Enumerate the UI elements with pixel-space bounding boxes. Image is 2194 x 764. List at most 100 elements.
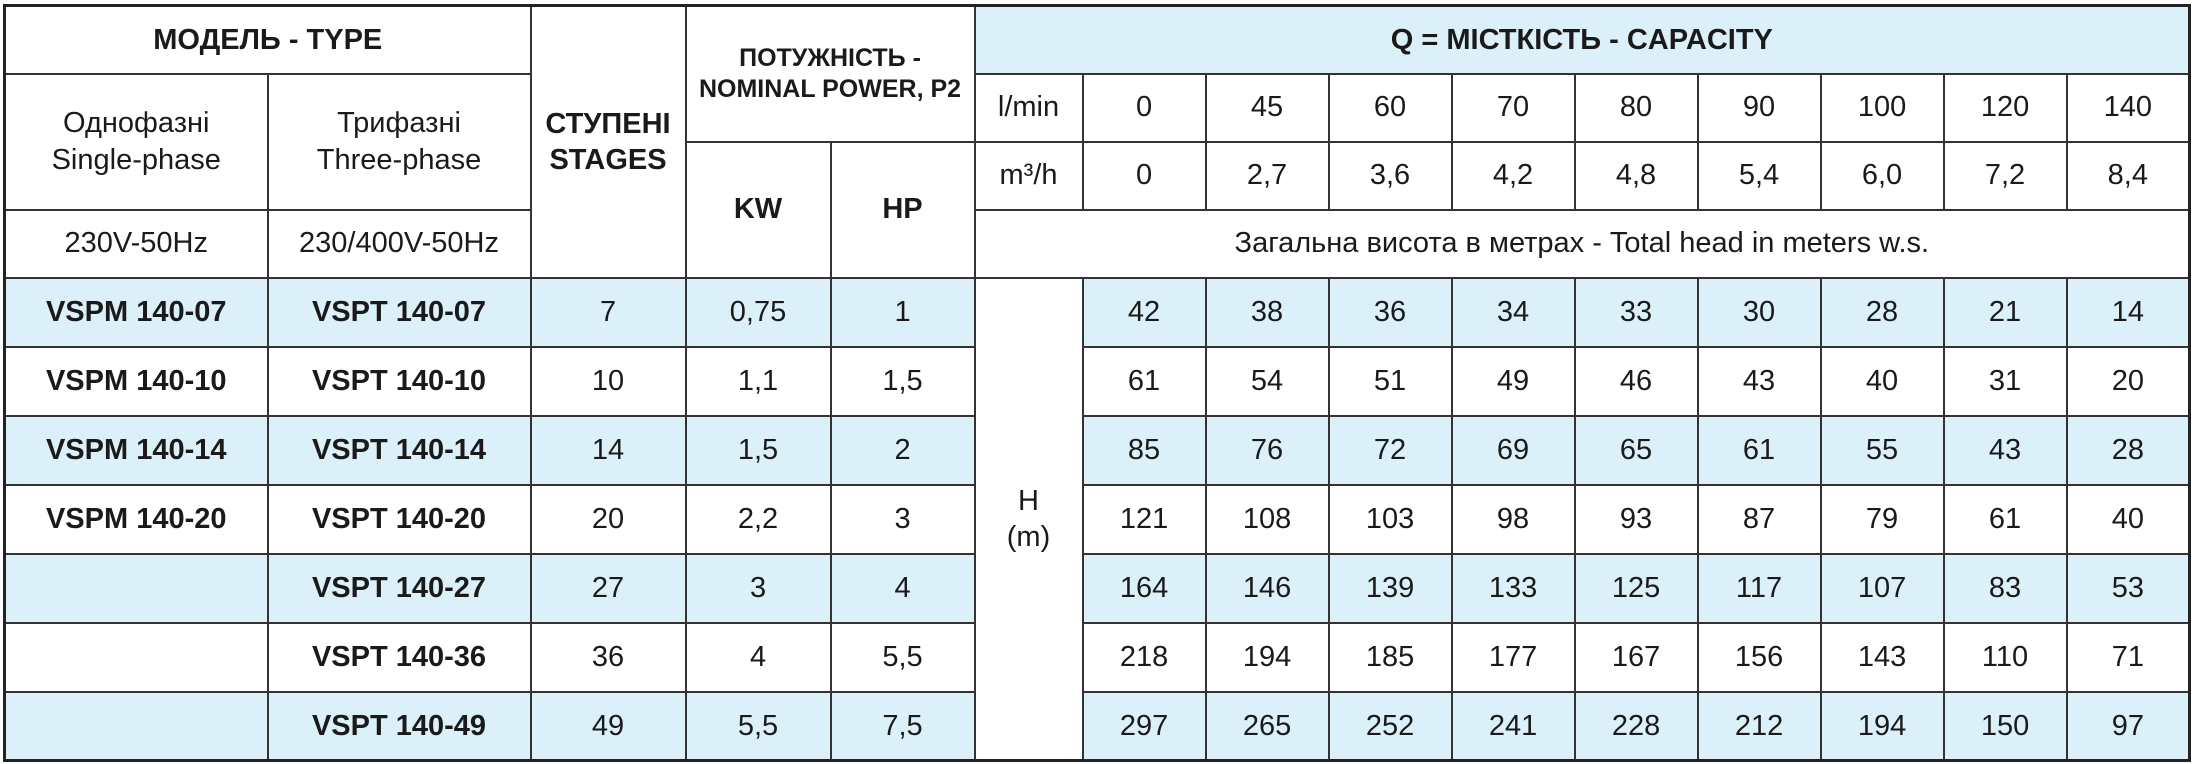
flow-lmin: 80 [1573, 72, 1699, 143]
model-three: VSPT 140-10 [266, 345, 532, 417]
table-row: VSPM 140-20 VSPT 140-20 20 2,2 3 121 108 103 98 9… [3, 483, 2191, 555]
stages: 14 [529, 414, 687, 486]
unit-label: m³/h [973, 140, 1084, 211]
head-value: 87 [1696, 483, 1822, 555]
power-hp: 1,5 [829, 345, 976, 417]
head-value: 14 [2065, 276, 2191, 348]
head-value: 28 [2065, 414, 2191, 486]
model-single: VSPM 140-07 [3, 276, 269, 348]
head-value: 110 [1942, 621, 2068, 693]
head-value: 54 [1204, 345, 1330, 417]
head-value: 61 [1942, 483, 2068, 555]
stages: 7 [529, 276, 687, 348]
head-value: 103 [1327, 483, 1453, 555]
head-value: 177 [1450, 621, 1576, 693]
head-value: 156 [1696, 621, 1822, 693]
power-hp: 4 [829, 552, 976, 624]
hp-header: HP [829, 140, 976, 279]
head-value: 121 [1081, 483, 1207, 555]
model-single: VSPM 140-20 [3, 483, 269, 555]
head-value: 133 [1450, 552, 1576, 624]
head-value: 43 [1696, 345, 1822, 417]
flow-lmin: 120 [1942, 72, 2068, 143]
performance-table: МОДЕЛЬ - TYPE СТУПЕНІ STAGES ПОТУЖНІСТЬ - N… [3, 4, 2192, 762]
head-value: 218 [1081, 621, 1207, 693]
model-three: VSPT 140-20 [266, 483, 532, 555]
head-value: 55 [1819, 414, 1945, 486]
model-three: VSPT 140-07 [266, 276, 532, 348]
head-value: 53 [2065, 552, 2191, 624]
table-row: VSPT 140-49 49 5,5 7,5 297 265 252 241 228 212 194… [3, 690, 2191, 762]
head-value: 69 [1450, 414, 1576, 486]
head-value: 194 [1204, 621, 1330, 693]
head-value: 139 [1327, 552, 1453, 624]
head-value: 241 [1450, 690, 1576, 762]
flow-m3h: 2,7 [1204, 140, 1330, 211]
model-three: VSPT 140-14 [266, 414, 532, 486]
head-value: 194 [1819, 690, 1945, 762]
head-value: 79 [1819, 483, 1945, 555]
head-unit: H (m) [973, 276, 1084, 762]
head-value: 30 [1696, 276, 1822, 348]
stages-header: СТУПЕНІ STAGES [529, 4, 687, 279]
model-three: VSPT 140-36 [266, 621, 532, 693]
head-value: 252 [1327, 690, 1453, 762]
head-value: 167 [1573, 621, 1699, 693]
table-row: МОДЕЛЬ - TYPE СТУПЕНІ STAGES ПОТУЖНІСТЬ - N… [3, 4, 2191, 279]
head-value: 28 [1819, 276, 1945, 348]
head-value: 228 [1573, 690, 1699, 762]
power-kw: 1,5 [684, 414, 832, 486]
flow-lmin: 0 [1081, 72, 1207, 143]
head-value: 40 [1819, 345, 1945, 417]
flow-lmin: 90 [1696, 72, 1822, 143]
model-single: VSPM 140-10 [3, 345, 269, 417]
head-value: 265 [1204, 690, 1330, 762]
head-value: 83 [1942, 552, 2068, 624]
model-single: VSPM 140-14 [3, 414, 269, 486]
flow-m3h: 4,2 [1450, 140, 1576, 211]
flow-m3h: 7,2 [1942, 140, 2068, 211]
table-row: VSPM 140-10 VSPT 140-10 10 1,1 1,5 61 54 51 49 46… [3, 345, 2191, 417]
flow-lmin: 70 [1450, 72, 1576, 143]
capacity-header: Q = МІСТКІСТЬ - CAPACITY [973, 4, 2191, 75]
head-value: 98 [1450, 483, 1576, 555]
head-value: 146 [1204, 552, 1330, 624]
head-value: 212 [1696, 690, 1822, 762]
flow-lmin: 45 [1204, 72, 1330, 143]
total-head-caption: Загальна висота в метрах - Total head in… [973, 208, 2191, 279]
head-value: 164 [1081, 552, 1207, 624]
stages: 10 [529, 345, 687, 417]
single-phase-header-line: Single-phase [51, 143, 221, 176]
flow-m3h: 8,4 [2065, 140, 2191, 211]
voltage: 230V-50Hz [3, 208, 269, 279]
three-phase-header-line: Трифазні [337, 107, 461, 140]
head-value: 85 [1081, 414, 1207, 486]
power-kw: 2,2 [684, 483, 832, 555]
model-single [3, 690, 269, 762]
head-value: 43 [1942, 414, 2068, 486]
table-row: VSPT 140-27 27 3 4 164 146 139 133 125 117 107 83 53 [3, 552, 2191, 624]
three-phase-header-line: Three-phase [316, 143, 482, 176]
head-value: 150 [1942, 690, 2068, 762]
flow-m3h: 6,0 [1819, 140, 1945, 211]
head-value: 65 [1573, 414, 1699, 486]
power-kw: 1,1 [684, 345, 832, 417]
model-three: VSPT 140-27 [266, 552, 532, 624]
stages: 49 [529, 690, 687, 762]
stages: 27 [529, 552, 687, 624]
flow-lmin: 140 [2065, 72, 2191, 143]
head-value: 46 [1573, 345, 1699, 417]
table-row: 230V-50Hz 230/400V-50Hz Загальна висота в … [3, 208, 2191, 279]
power-kw: 4 [684, 621, 832, 693]
stages-header-line: STAGES [549, 143, 667, 176]
power-header: ПОТУЖНІСТЬ - NOMINAL POWER, P2 [684, 4, 976, 143]
head-value: 21 [1942, 276, 2068, 348]
head-value: 20 [2065, 345, 2191, 417]
power-kw: 3 [684, 552, 832, 624]
flow-m3h: 4,8 [1573, 140, 1699, 211]
head-value: 117 [1696, 552, 1822, 624]
stages-header-line: СТУПЕНІ [545, 107, 671, 140]
head-value: 36 [1327, 276, 1453, 348]
head-value: 38 [1204, 276, 1330, 348]
stages: 36 [529, 621, 687, 693]
